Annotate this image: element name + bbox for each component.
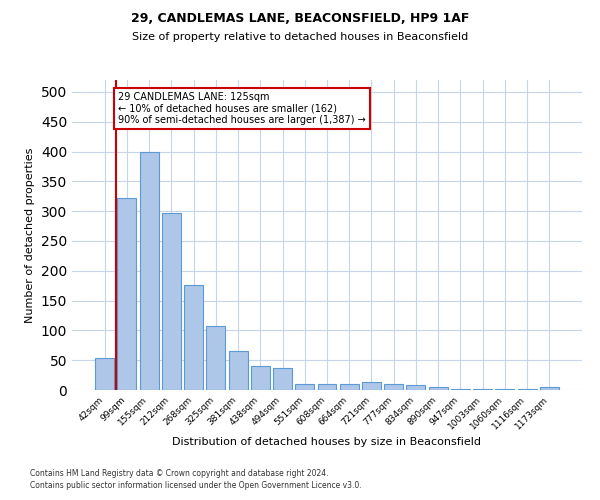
Bar — [273, 368, 292, 390]
Text: Size of property relative to detached houses in Beaconsfield: Size of property relative to detached ho… — [132, 32, 468, 42]
Bar — [340, 384, 359, 390]
Bar — [162, 213, 181, 390]
Bar — [95, 358, 114, 390]
Text: 29, CANDLEMAS LANE, BEACONSFIELD, HP9 1AF: 29, CANDLEMAS LANE, BEACONSFIELD, HP9 1A… — [131, 12, 469, 26]
Bar — [317, 384, 337, 390]
Bar — [229, 351, 248, 390]
Bar — [184, 285, 203, 390]
Bar — [206, 326, 225, 390]
Bar — [540, 387, 559, 390]
Bar — [451, 389, 470, 390]
Text: Contains public sector information licensed under the Open Government Licence v3: Contains public sector information licen… — [30, 481, 362, 490]
Bar — [251, 366, 270, 390]
Bar — [140, 152, 158, 390]
X-axis label: Distribution of detached houses by size in Beaconsfield: Distribution of detached houses by size … — [173, 436, 482, 446]
Text: Contains HM Land Registry data © Crown copyright and database right 2024.: Contains HM Land Registry data © Crown c… — [30, 468, 329, 477]
Bar — [362, 382, 381, 390]
Bar — [406, 385, 425, 390]
Bar — [295, 384, 314, 390]
Bar — [429, 387, 448, 390]
Text: 29 CANDLEMAS LANE: 125sqm
← 10% of detached houses are smaller (162)
90% of semi: 29 CANDLEMAS LANE: 125sqm ← 10% of detac… — [118, 92, 366, 125]
Bar — [118, 198, 136, 390]
Y-axis label: Number of detached properties: Number of detached properties — [25, 148, 35, 322]
Bar — [384, 384, 403, 390]
